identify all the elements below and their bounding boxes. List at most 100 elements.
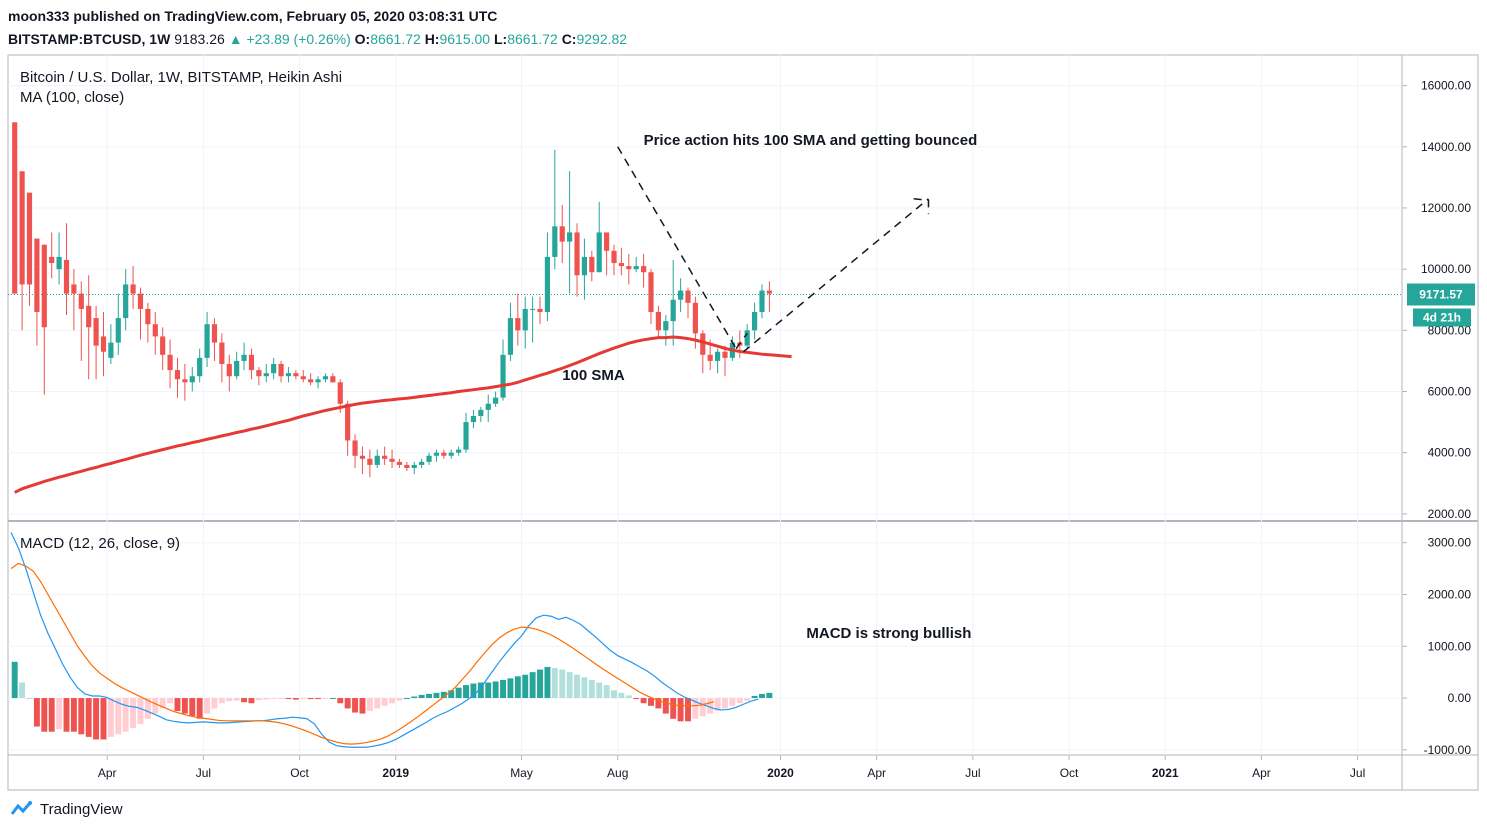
candle-body <box>152 324 158 337</box>
macd-histogram-bar <box>581 677 588 699</box>
macd-histogram-bar <box>500 679 506 699</box>
candle-body <box>256 370 262 377</box>
trend-line-up <box>743 198 929 353</box>
candle-body <box>448 452 454 456</box>
candle-body <box>78 293 84 309</box>
time-tick-label: Aug <box>607 766 628 780</box>
macd-tick-label: 1000.00 <box>1428 639 1472 653</box>
macd-histogram-bar <box>122 698 129 732</box>
macd-histogram-bar <box>307 698 314 700</box>
macd-histogram-bar <box>70 698 77 732</box>
candle-body <box>530 308 536 310</box>
candle-body <box>345 403 351 441</box>
candle-body <box>470 415 477 423</box>
macd-histogram-bar <box>381 698 388 706</box>
chart-frame <box>7 54 1479 791</box>
candle-body <box>226 363 232 377</box>
candle-body <box>552 226 558 257</box>
candle-body <box>581 256 588 276</box>
macd-histogram-bar <box>477 682 484 699</box>
macd-histogram-bar <box>492 681 499 699</box>
candle-body <box>271 363 277 374</box>
macd-tick-label: 2000.00 <box>1428 587 1472 601</box>
candle-body <box>456 449 462 453</box>
macd-histogram-bar <box>144 698 151 719</box>
macd-histogram-bar <box>729 698 736 706</box>
candle-body <box>544 256 551 312</box>
price-change: +23.89 (+0.26%) <box>246 31 351 47</box>
candle-body <box>700 333 706 355</box>
close-label: C: <box>561 31 577 47</box>
footer-brand[interactable]: TradingView <box>10 800 123 818</box>
macd-histogram-bar <box>551 668 558 699</box>
macd-histogram-bar <box>389 698 396 704</box>
macd-histogram-bar <box>56 698 63 730</box>
macd-histogram-bar <box>648 698 654 706</box>
macd-histogram-bar <box>544 666 551 699</box>
macd-histogram-bar <box>537 669 543 699</box>
macd-histogram-bar <box>433 692 440 699</box>
macd-histogram-bar <box>278 698 285 700</box>
macd-histogram-bar <box>522 674 529 699</box>
high-label: H: <box>424 31 440 47</box>
candle-body <box>56 256 62 270</box>
time-tick-label: Apr <box>1252 766 1271 780</box>
candle-body <box>618 263 625 267</box>
open-value: 8661.72 <box>370 31 421 47</box>
publish-line: moon333 published on TradingView.com, Fe… <box>8 8 497 24</box>
candle-body <box>744 330 750 346</box>
macd-histogram-bar <box>403 698 410 700</box>
last-price-tag <box>1407 283 1475 306</box>
candle-body <box>123 284 129 319</box>
macd-histogram-bar <box>574 674 580 699</box>
macd-histogram-bar <box>625 695 632 699</box>
macd-histogram-bar <box>352 698 359 713</box>
candle-body <box>685 290 691 303</box>
macd-histogram-bar <box>285 698 292 700</box>
price-tick-label: 6000.00 <box>1428 385 1472 399</box>
macd-histogram-bar <box>707 698 714 714</box>
annotation-price-action: Price action hits 100 SMA and getting bo… <box>644 132 978 149</box>
candle-body <box>86 305 92 328</box>
macd-histogram-bar <box>736 698 743 704</box>
candle-body <box>441 452 447 456</box>
candle-body <box>633 266 639 270</box>
candle-body <box>174 370 181 380</box>
candle-body <box>670 299 676 322</box>
macd-histogram-bar <box>751 695 758 699</box>
candle-body <box>263 373 269 377</box>
macd-histogram-bar <box>152 698 159 714</box>
macd-histogram-bar <box>529 672 536 699</box>
macd-histogram-bar <box>685 698 691 722</box>
candle-body <box>766 290 772 294</box>
up-arrow-icon: ▲ <box>228 31 243 47</box>
candle-body <box>641 266 647 273</box>
macd-pane-title: MACD (12, 26, close, 9) <box>20 535 180 552</box>
open-label: O: <box>354 31 371 47</box>
candle-body <box>248 354 255 371</box>
time-tick-label: Oct <box>1060 766 1079 780</box>
candle-body <box>352 440 358 456</box>
candle-body <box>611 250 617 264</box>
macd-histogram-bar <box>588 679 595 699</box>
candle-body <box>692 302 698 334</box>
candle-body <box>34 238 40 312</box>
arrow-head-icon <box>913 198 930 215</box>
candle-body <box>759 290 765 312</box>
macd-histogram-bar <box>692 698 699 719</box>
brand-label: TradingView <box>40 800 123 818</box>
macd-histogram-bar <box>759 693 765 699</box>
last-price-tag-label: 9171.57 <box>1419 287 1463 301</box>
macd-histogram-bar <box>33 698 40 727</box>
macd-histogram-bar <box>48 698 55 732</box>
macd-histogram-bar <box>189 698 196 717</box>
candle-body <box>589 256 595 273</box>
candle-body <box>300 376 306 380</box>
high-value: 9615.00 <box>439 31 491 47</box>
candle-body <box>752 311 758 331</box>
signal-line <box>10 562 715 745</box>
candle-body <box>596 232 602 273</box>
ma-indicator-label: MA (100, close) <box>20 89 124 106</box>
macd-histogram-bar <box>329 698 336 700</box>
